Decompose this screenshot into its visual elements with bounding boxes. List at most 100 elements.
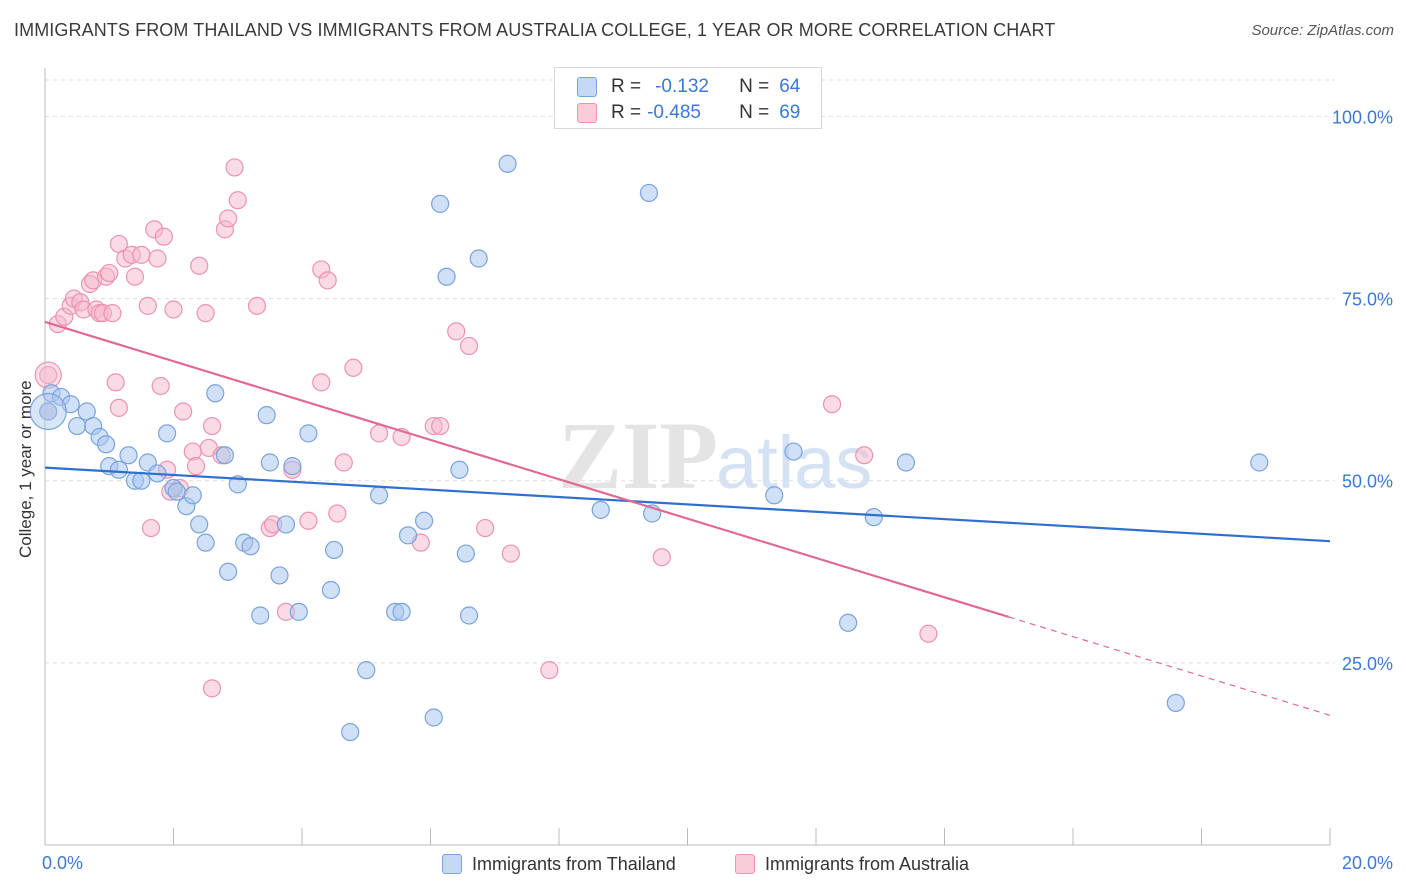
australia-point	[196, 304, 215, 323]
legend-label-australia: Immigrants from Australia	[765, 853, 970, 874]
chart-title: IMMIGRANTS FROM THAILAND VS IMMIGRANTS F…	[14, 20, 1056, 40]
legend-swatch-thailand	[442, 854, 462, 874]
thailand-point	[289, 602, 308, 621]
thailand-point	[765, 486, 784, 505]
australia-point	[186, 457, 206, 476]
thailand-point	[459, 606, 479, 625]
thailand-point	[68, 416, 87, 436]
australia-point	[501, 544, 520, 563]
stats-australia-r-value: -0.485	[647, 102, 701, 123]
thailand-point	[370, 486, 389, 505]
thailand-point	[251, 606, 270, 625]
australia-point	[822, 395, 842, 414]
australia-point	[39, 365, 58, 385]
australia-point	[202, 679, 222, 698]
australia-point	[476, 518, 495, 538]
thailand-point	[270, 566, 289, 585]
australia-point	[447, 322, 466, 341]
stats-swatch-thailand	[577, 77, 597, 97]
stats-thailand-n-label: N =	[739, 76, 770, 97]
australia-point	[247, 296, 267, 315]
australia-point	[312, 373, 331, 392]
thailand-point	[321, 580, 341, 600]
watermark: ZIP atlas	[558, 402, 872, 509]
stats-swatch-australia	[577, 103, 597, 123]
thailand-point	[639, 183, 659, 203]
thailand-point	[1166, 693, 1185, 713]
thailand-point	[109, 460, 128, 479]
legend-item-thailand[interactable]: Immigrants from Thailand	[442, 851, 676, 877]
legend-label-thailand: Immigrants from Thailand	[472, 853, 676, 874]
stats-row-australia: R = -0.485 N = 69	[577, 100, 800, 126]
australia-point-large	[34, 361, 62, 389]
thailand-point	[190, 515, 209, 534]
australia-point	[540, 661, 559, 680]
thailand-point	[357, 661, 376, 680]
australia-point	[652, 548, 671, 567]
australia-point	[190, 256, 209, 275]
stats-australia-n-value: 69	[779, 102, 801, 123]
thailand-point	[219, 562, 238, 581]
thailand-point	[325, 540, 344, 560]
thailand-point	[864, 508, 883, 527]
australia-point	[132, 245, 151, 264]
y-tick-label: 25.0%	[1342, 654, 1393, 674]
australia-point	[344, 358, 363, 377]
thailand-point	[167, 482, 186, 501]
thailand-point-large	[29, 392, 67, 431]
thailand-point	[392, 602, 411, 621]
stats-thailand-r-value: -0.132	[655, 76, 709, 97]
australia-point	[318, 271, 337, 290]
australia-point	[431, 416, 450, 436]
thailand-point	[119, 446, 138, 465]
thailand-point	[341, 722, 360, 742]
australia-point	[459, 336, 479, 356]
y-tick-label: 50.0%	[1342, 472, 1393, 492]
thailand-point	[498, 154, 517, 173]
stats-thailand-n-value: 64	[779, 76, 801, 97]
australia-point	[109, 398, 128, 417]
x-tick-label: 0.0%	[42, 853, 83, 873]
stats-australia-r-label: R =	[611, 102, 642, 123]
thailand-point	[398, 526, 418, 545]
thailand-point	[276, 515, 296, 534]
thailand-point	[450, 460, 469, 479]
tick-labels: 25.0% 50.0% 75.0% 100.0% 0.0% 20.0%	[42, 107, 1393, 873]
stats-row-thailand: R = -0.132 N = 64	[577, 74, 800, 100]
stats-thailand-r-label: R =	[611, 76, 642, 97]
watermark-atlas: atlas	[716, 421, 872, 504]
thailand-point	[257, 406, 276, 425]
thailand-point	[283, 457, 302, 476]
thailand-point	[437, 267, 456, 286]
stats-box: R = -0.132 N = 64 R = -0.485 N = 69	[554, 67, 822, 129]
thailand-point	[228, 475, 247, 494]
thailand-point	[469, 249, 488, 268]
australia-point	[328, 504, 347, 523]
thailand-point	[896, 453, 916, 472]
australia-point	[154, 227, 173, 246]
thailand-point	[183, 486, 202, 505]
australia-trend-line	[44, 320, 1010, 619]
australia-point	[141, 518, 161, 538]
thailand-point	[431, 194, 450, 213]
trend-lines	[44, 320, 1331, 716]
australia-point	[103, 304, 122, 323]
watermark-zip: ZIP	[558, 402, 718, 509]
thailand-points	[29, 154, 1269, 742]
thailand-point	[157, 424, 177, 443]
y-tick-label: 75.0%	[1342, 290, 1393, 310]
australia-trend-extension	[1008, 616, 1331, 716]
thailand-point	[260, 453, 279, 472]
australia-point	[219, 209, 238, 228]
legend-item-australia[interactable]: Immigrants from Australia	[735, 851, 969, 877]
stats-australia-n-label: N =	[739, 102, 770, 123]
australia-point	[228, 191, 247, 210]
y-tick-label: 100.0%	[1332, 107, 1393, 127]
australia-point	[299, 511, 318, 530]
thailand-point	[784, 442, 803, 461]
thailand-point	[299, 424, 318, 443]
australia-point	[125, 267, 145, 286]
australia-point	[919, 624, 938, 643]
thailand-point	[96, 435, 116, 454]
